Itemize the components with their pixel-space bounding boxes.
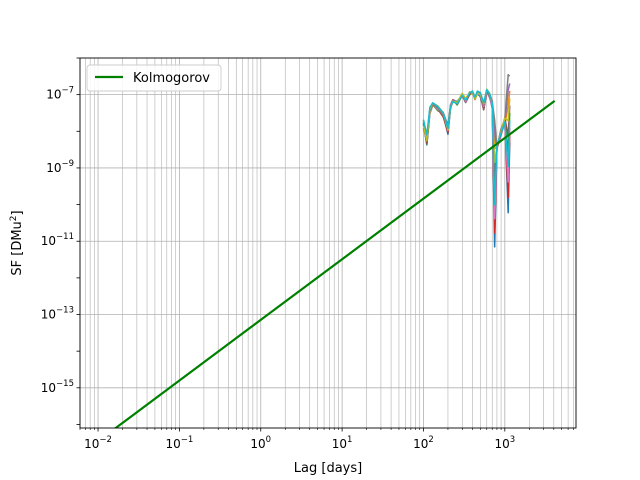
x-tick-label: 10−1 bbox=[165, 435, 193, 451]
x-tick-label: 100 bbox=[250, 435, 271, 451]
legend: Kolmogorov bbox=[86, 64, 222, 92]
y-tick-label: 10−11 bbox=[41, 232, 74, 248]
major-grid bbox=[80, 58, 576, 428]
sf-series-group bbox=[422, 73, 511, 248]
x-tick-label: 102 bbox=[413, 435, 434, 451]
y-tick-label: 10−13 bbox=[41, 306, 74, 322]
x-tick-label: 103 bbox=[494, 435, 515, 451]
legend-label-kolmogorov: Kolmogorov bbox=[133, 71, 210, 86]
axes-frame bbox=[79, 57, 577, 429]
sf-series-line bbox=[422, 88, 511, 206]
legend-box bbox=[86, 64, 222, 92]
y-tick-label: 10−15 bbox=[41, 379, 74, 395]
x-tick-label: 10−2 bbox=[84, 435, 112, 451]
y-axis-ticks: 10−15 10−13 10−11 10−9 10−7 bbox=[41, 57, 80, 425]
y-tick-label: 10−9 bbox=[46, 159, 74, 175]
x-tick-label: 101 bbox=[332, 435, 353, 451]
x-axis-label: Lag [days] bbox=[294, 461, 362, 476]
minor-grid bbox=[79, 58, 574, 428]
x-axis-ticks: 10−2 10−1 100 101 102 103 bbox=[79, 428, 574, 451]
y-tick-label: 10−7 bbox=[46, 86, 74, 102]
y-axis-label: SF [DMu2] bbox=[9, 210, 25, 275]
plot-area bbox=[113, 73, 556, 428]
kolmogorov-line bbox=[113, 99, 556, 428]
